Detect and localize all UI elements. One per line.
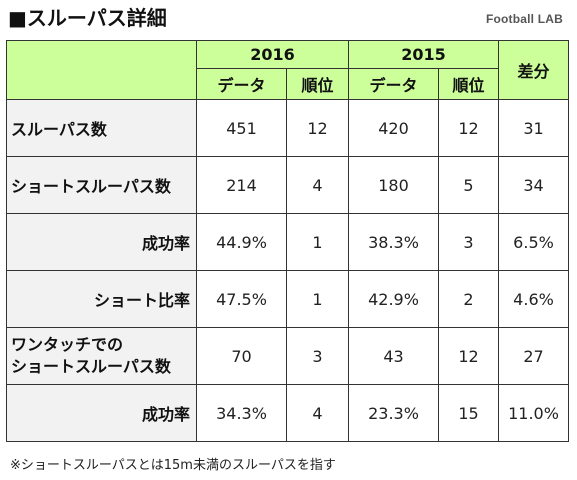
- header-data-a: データ: [196, 68, 287, 100]
- cell-data-a: 47.5%: [196, 270, 287, 328]
- cell-rank-a: 1: [286, 270, 349, 328]
- header-diff: 差分: [498, 40, 569, 100]
- header-row-sub: データ 順位 データ 順位: [7, 68, 569, 100]
- table-row: ショートスルーパス数 214 4 180 5 34: [6, 156, 569, 214]
- cell-data-a: 70: [196, 327, 287, 385]
- cell-data-b: 180: [348, 156, 439, 214]
- cell-data-a: 214: [196, 156, 287, 214]
- cell-rank-b: 12: [438, 99, 499, 157]
- cell-data-b: 23.3%: [348, 384, 439, 442]
- stats-table: 2016 2015 差分 データ 順位 データ 順位 スルーパス数 451 12…: [6, 40, 569, 442]
- header-rank-b: 順位: [438, 68, 499, 100]
- cell-data-a: 451: [196, 99, 287, 157]
- table-row: 成功率 34.3% 4 23.3% 15 11.0%: [6, 384, 569, 442]
- table-row: 成功率 44.9% 1 38.3% 3 6.5%: [6, 213, 569, 271]
- cell-diff: 34: [498, 156, 569, 214]
- cell-rank-b: 12: [438, 327, 499, 385]
- cell-diff: 27: [498, 327, 569, 385]
- cell-rank-b: 3: [438, 213, 499, 271]
- row-label: スルーパス数: [6, 99, 197, 157]
- cell-rank-b: 15: [438, 384, 499, 442]
- header-rank-a: 順位: [286, 68, 349, 100]
- row-label: ショート比率: [6, 270, 197, 328]
- header-corner: [6, 40, 197, 100]
- table-row: スルーパス数 451 12 420 12 31: [6, 99, 569, 157]
- cell-rank-a: 12: [286, 99, 349, 157]
- cell-data-a: 34.3%: [196, 384, 287, 442]
- row-label-line2: ショートスルーパス数: [11, 357, 171, 376]
- cell-diff: 4.6%: [498, 270, 569, 328]
- cell-data-b: 42.9%: [348, 270, 439, 328]
- row-label: 成功率: [6, 384, 197, 442]
- header-year-a: 2016: [196, 40, 349, 69]
- cell-diff: 11.0%: [498, 384, 569, 442]
- row-label: ショートスルーパス数: [6, 156, 197, 214]
- cell-data-b: 43: [348, 327, 439, 385]
- header-data-b: データ: [348, 68, 439, 100]
- brand-label: Football LAB: [485, 12, 563, 26]
- cell-rank-a: 3: [286, 327, 349, 385]
- cell-rank-a: 4: [286, 384, 349, 442]
- table-row: ワンタッチでの ショートスルーパス数 70 3 43 12 27: [6, 327, 569, 385]
- cell-data-b: 420: [348, 99, 439, 157]
- cell-data-b: 38.3%: [348, 213, 439, 271]
- page-title: ■スルーパス詳細: [8, 6, 167, 30]
- table-row: ショート比率 47.5% 1 42.9% 2 4.6%: [6, 270, 569, 328]
- header-year-b: 2015: [348, 40, 499, 69]
- cell-rank-b: 2: [438, 270, 499, 328]
- row-label-line1: ワンタッチでの: [11, 335, 124, 354]
- cell-data-a: 44.9%: [196, 213, 287, 271]
- footnote: ※ショートスルーパスとは15m未満のスルーパスを指す: [10, 458, 336, 473]
- cell-diff: 6.5%: [498, 213, 569, 271]
- cell-diff: 31: [498, 99, 569, 157]
- row-label: 成功率: [6, 213, 197, 271]
- header-row-years: 2016 2015 差分: [6, 40, 569, 100]
- row-label: ワンタッチでの ショートスルーパス数: [6, 327, 197, 385]
- cell-rank-b: 5: [438, 156, 499, 214]
- cell-rank-a: 4: [286, 156, 349, 214]
- cell-rank-a: 1: [286, 213, 349, 271]
